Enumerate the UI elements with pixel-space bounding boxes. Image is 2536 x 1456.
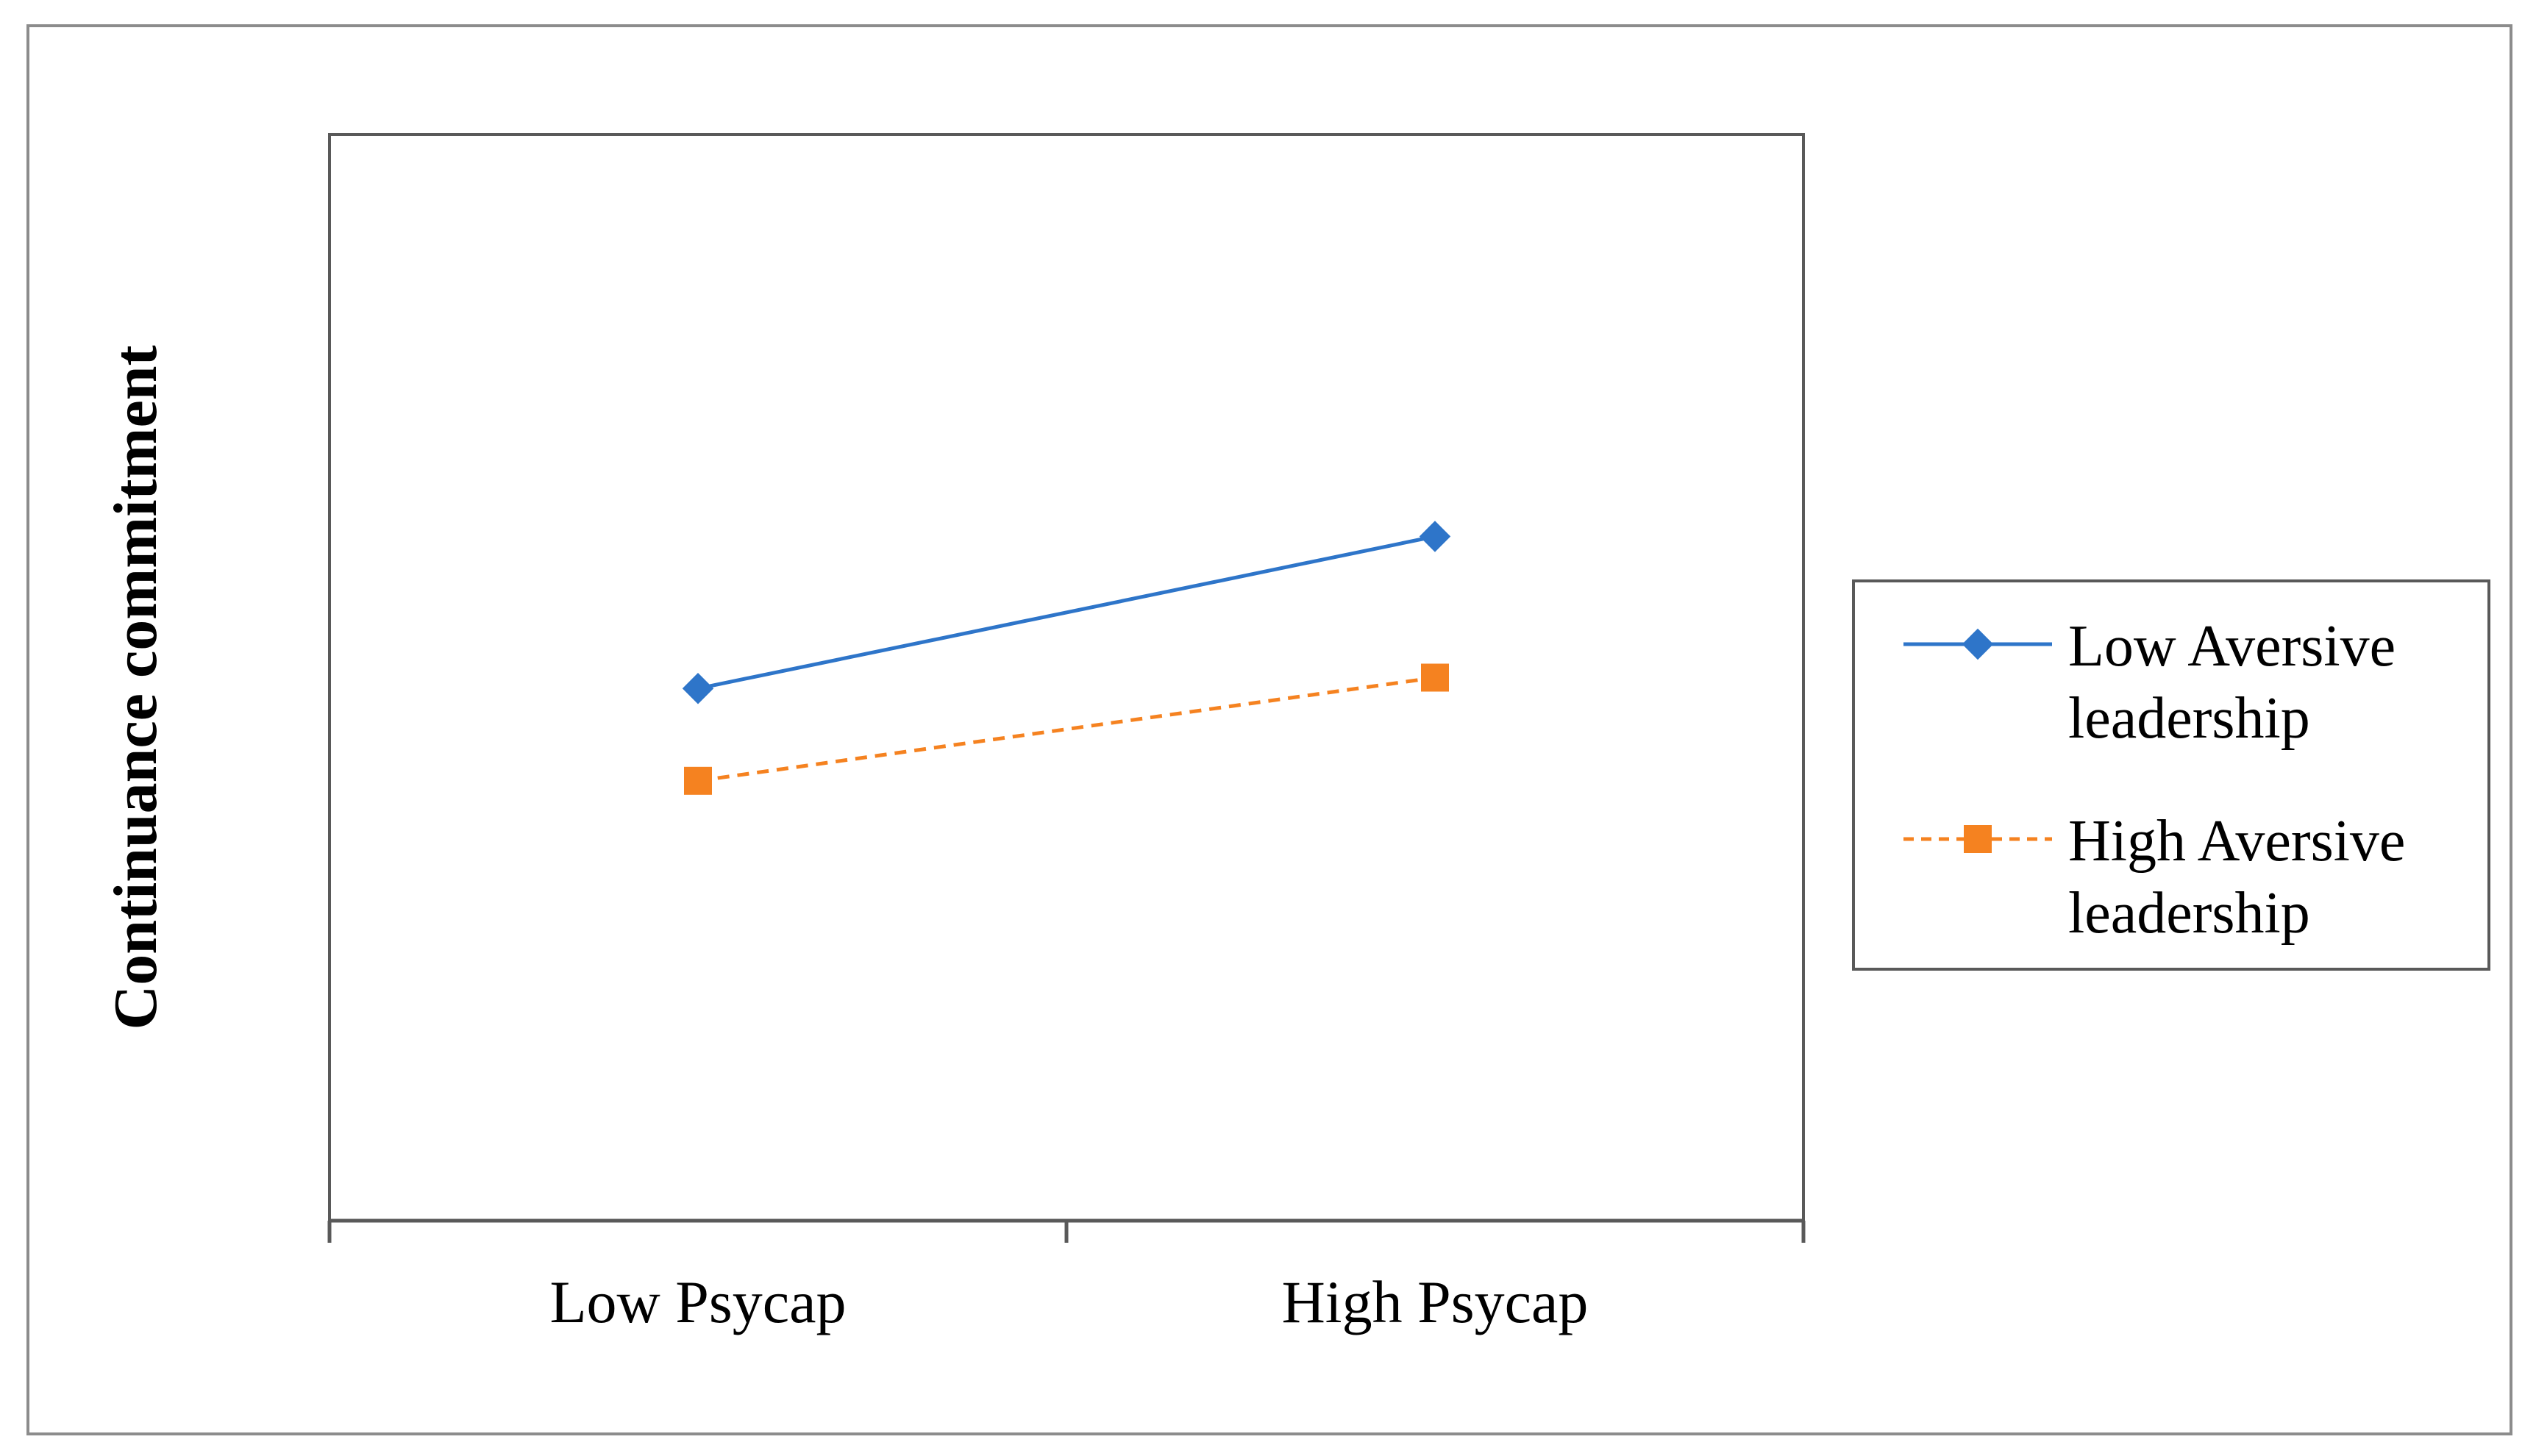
legend-entry-low-aversive: Low Aversive leadership xyxy=(1903,614,2396,751)
data-point-high-aversive-leadership-0 xyxy=(684,766,712,795)
legend-label-low-aversive-line2: leadership xyxy=(2068,686,2310,751)
plot-area xyxy=(328,133,1805,1222)
y-axis-label: Continuance commitment xyxy=(101,346,170,1030)
data-point-high-aversive-leadership-1 xyxy=(1421,663,1449,692)
legend-label-high-aversive-line2: leadership xyxy=(2068,881,2310,946)
legend-label-high-aversive-line1: High Aversive xyxy=(2068,809,2405,874)
data-point-low-aversive-leadership-1 xyxy=(1419,521,1451,552)
series-line-low-aversive-leadership xyxy=(697,535,1436,690)
legend-label-low-aversive-line1: Low Aversive xyxy=(2068,614,2396,679)
x-tick-label-high-psycap: High Psycap xyxy=(1282,1268,1589,1335)
legend-marker-high-aversive xyxy=(1964,825,1992,853)
x-tick-label-low-psycap: Low Psycap xyxy=(549,1268,846,1335)
legend-entry-high-aversive: High Aversive leadership xyxy=(1903,809,2405,946)
series-line-high-aversive-leadership xyxy=(697,676,1436,783)
